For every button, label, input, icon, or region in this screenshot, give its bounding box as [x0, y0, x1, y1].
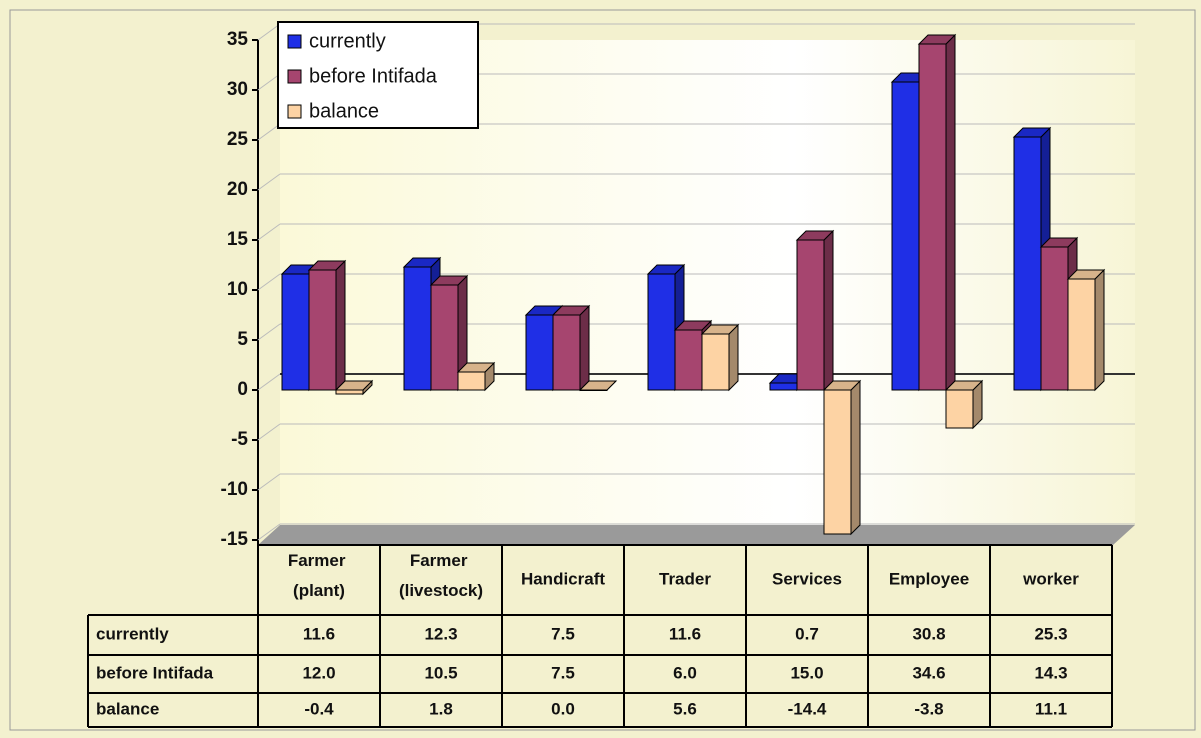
x-tick-label: Employee — [889, 569, 969, 588]
table-value: 5.6 — [673, 699, 697, 718]
y-tick-label: 10 — [227, 279, 248, 300]
table-value: 7.5 — [551, 624, 575, 643]
bar-side — [823, 229, 834, 392]
table-value: 12.0 — [302, 663, 335, 682]
table-value: 7.5 — [551, 663, 575, 682]
bar — [647, 273, 676, 391]
legend-swatch — [287, 104, 302, 119]
table-value: 0.7 — [795, 624, 819, 643]
x-tick-label: Handicraft — [521, 569, 605, 588]
table-value: 6.0 — [673, 663, 697, 682]
table-value: 30.8 — [912, 624, 945, 643]
bar — [1013, 136, 1042, 391]
legend-label: currently — [309, 30, 386, 52]
grid-line — [257, 523, 281, 541]
row-label: before Intifada — [96, 663, 214, 682]
bar — [579, 389, 608, 391]
table-value: 11.1 — [1035, 699, 1067, 718]
bar-side — [335, 259, 346, 392]
bar — [1067, 278, 1096, 391]
table-value: 12.3 — [424, 624, 457, 643]
y-tick-label: -10 — [221, 479, 248, 500]
bar-side — [579, 304, 590, 392]
bar-side — [850, 379, 861, 536]
table-value: 0.0 — [551, 699, 575, 718]
grid-line — [257, 73, 281, 91]
row-label: currently — [96, 624, 169, 643]
legend-label: before Intifada — [309, 65, 438, 87]
bar-side — [1094, 268, 1105, 392]
grid-line — [257, 273, 281, 291]
table-value: 14.3 — [1034, 663, 1067, 682]
bar-side — [728, 323, 739, 392]
x-tick-label: Services — [772, 569, 842, 588]
bar — [945, 389, 974, 429]
bar — [430, 284, 459, 391]
y-tick-label: 30 — [227, 79, 248, 100]
grid-line — [257, 373, 281, 391]
bar — [701, 333, 730, 391]
table-value: 1.8 — [429, 699, 453, 718]
bar — [796, 239, 825, 391]
y-tick-label: 35 — [227, 29, 249, 50]
bar — [457, 371, 486, 391]
table-value: 11.6 — [669, 624, 701, 643]
bar — [1040, 246, 1069, 391]
grid-line — [257, 173, 281, 191]
bar — [674, 329, 703, 391]
table-value: -14.4 — [788, 699, 827, 718]
bar — [525, 314, 554, 391]
bar — [335, 389, 364, 395]
plot-floor — [258, 525, 1135, 545]
y-tick-label: -5 — [231, 429, 248, 450]
table-value: -0.4 — [304, 699, 334, 718]
legend-swatch — [287, 69, 302, 84]
table-value: -3.8 — [914, 699, 943, 718]
table-value: 15.0 — [790, 663, 823, 682]
x-tick-label: Farmer (plant) — [288, 551, 350, 600]
grid-line — [257, 223, 281, 241]
grid-line — [257, 473, 281, 491]
legend-box — [277, 21, 479, 129]
table-value: 34.6 — [912, 663, 945, 682]
bar — [552, 314, 581, 391]
table-value: 11.6 — [303, 624, 335, 643]
y-tick-label: 15 — [227, 229, 249, 250]
bar-side — [945, 33, 956, 392]
bar — [891, 81, 920, 391]
legend-label: balance — [309, 100, 379, 122]
table-value: 25.3 — [1034, 624, 1067, 643]
bar — [823, 389, 852, 535]
grid-line — [257, 23, 281, 41]
y-tick-label: 0 — [237, 379, 248, 400]
bar — [918, 43, 947, 391]
bar — [308, 269, 337, 391]
y-tick-label: -15 — [221, 529, 249, 550]
bar — [281, 273, 310, 391]
x-tick-label: Trader — [659, 569, 711, 588]
legend-swatch — [287, 34, 302, 49]
y-tick-label: 20 — [227, 179, 248, 200]
grid-line — [257, 123, 281, 141]
x-tick-label: Farmer (livestock) — [399, 551, 483, 600]
grid-line — [257, 423, 281, 441]
table-value: 10.5 — [424, 663, 457, 682]
y-tick-label: 5 — [237, 329, 248, 350]
row-label: balance — [96, 699, 159, 718]
y-tick-label: 25 — [227, 129, 249, 150]
bar — [403, 266, 432, 391]
bar — [769, 382, 798, 391]
grid-line — [257, 323, 281, 341]
x-tick-label: worker — [1022, 569, 1079, 588]
